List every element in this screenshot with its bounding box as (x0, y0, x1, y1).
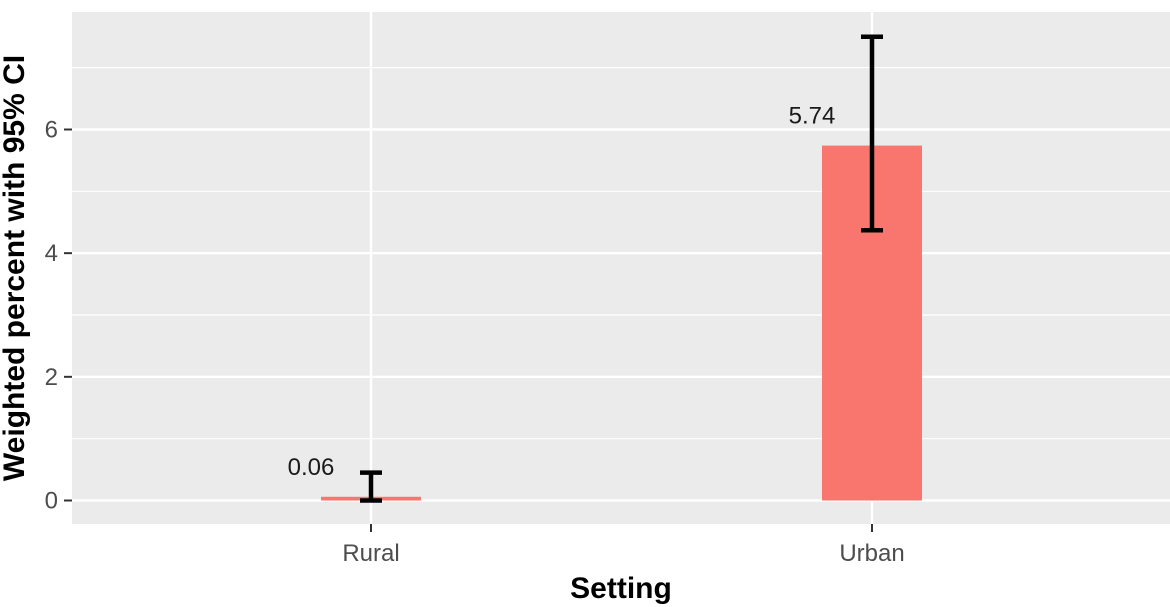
y-tick-label: 2 (45, 364, 58, 391)
error-bar-rural (360, 470, 382, 503)
error-bar-urban (861, 34, 883, 233)
minor-gridlines (72, 67, 1170, 440)
plot-panel (72, 12, 1170, 524)
y-tick-label: 0 (45, 488, 58, 515)
y-tick-label: 4 (45, 240, 58, 267)
error-bars (360, 34, 883, 503)
y-axis: 0 2 4 6 (45, 116, 72, 515)
x-axis: Rural Urban (342, 524, 905, 567)
data-label-urban: 5.74 (789, 103, 836, 130)
y-axis-title: Weighted percent with 95% CI (0, 55, 31, 481)
y-tick-label: 6 (45, 116, 58, 143)
x-tick-label: Rural (342, 540, 399, 567)
data-labels: 0.06 5.74 (288, 103, 836, 481)
x-axis-title: Setting (570, 572, 672, 605)
data-label-rural: 0.06 (288, 454, 335, 481)
x-tick-label: Urban (839, 540, 904, 567)
